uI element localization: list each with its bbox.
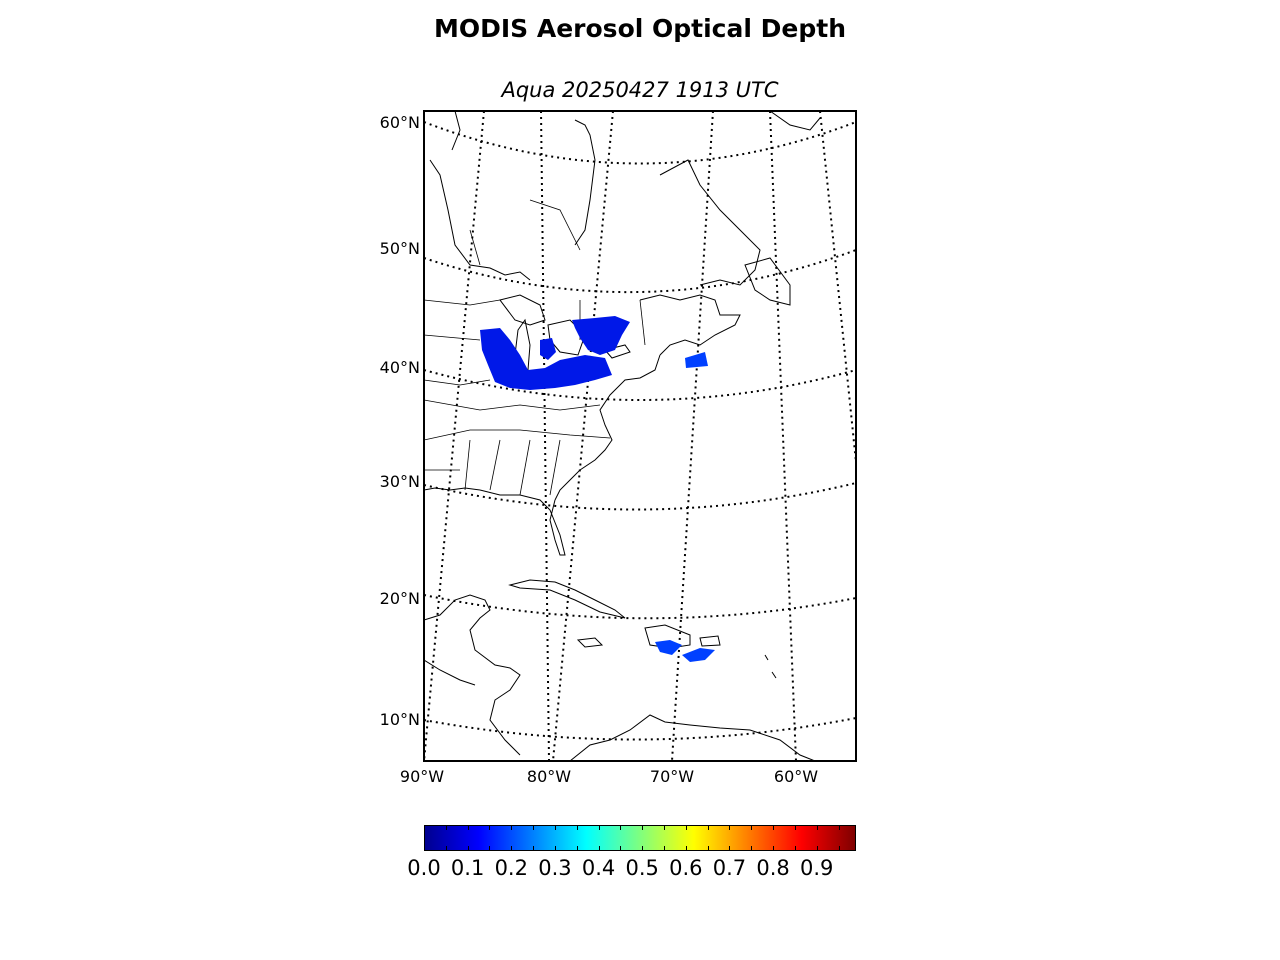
- colorbar-tick: [467, 826, 469, 830]
- colorbar-tick: [467, 846, 469, 850]
- colorbar-tick: [707, 846, 709, 850]
- colorbar-tick: [598, 846, 600, 850]
- lat-label-50n: 50°N: [379, 239, 420, 258]
- lat-label-30n: 30°N: [379, 472, 420, 491]
- lon-label-60w: 60°W: [773, 767, 819, 786]
- colorbar-tick: [489, 846, 491, 850]
- colorbar-label: 0.7: [712, 856, 747, 880]
- colorbar-tick: [794, 826, 796, 830]
- coastlines: [424, 111, 821, 761]
- aod-region-ontario-quebec: [572, 316, 630, 355]
- colorbar-tick: [576, 826, 578, 830]
- colorbar-tick: [838, 826, 840, 830]
- lat-label-10n: 10°N: [379, 710, 420, 729]
- colorbar-tick: [685, 846, 687, 850]
- colorbar-tick: [816, 826, 818, 830]
- graticule-parallels: [424, 121, 856, 741]
- aod-region-gulf-of-maine: [685, 352, 708, 368]
- aod-region-great-lakes: [480, 328, 612, 390]
- graticule-meridians: [424, 111, 856, 761]
- colorbar-tick: [598, 826, 600, 830]
- colorbar-tick: [642, 826, 644, 830]
- colorbar-tick: [489, 826, 491, 830]
- colorbar-tick: [685, 826, 687, 830]
- colorbar-label: 0.6: [669, 856, 703, 880]
- colorbar-label: 0.3: [538, 856, 572, 880]
- colorbar-tick: [838, 846, 840, 850]
- colorbar-tick: [751, 846, 753, 850]
- aod-map: [423, 110, 857, 762]
- colorbar-label: 0.0: [407, 856, 441, 880]
- aod-region-puerto-rico: [682, 648, 715, 662]
- colorbar-tick: [729, 826, 731, 830]
- aod-colorbar: [424, 825, 856, 851]
- colorbar-tick: [533, 846, 535, 850]
- colorbar-tick: [554, 826, 556, 830]
- colorbar-tick: [707, 826, 709, 830]
- aod-region-hispaniola: [655, 640, 682, 655]
- lon-label-90w: 90°W: [399, 767, 445, 786]
- lon-label-80w: 80°W: [526, 767, 572, 786]
- colorbar-label: 0.9: [800, 856, 834, 880]
- colorbar-label: 0.1: [450, 856, 485, 880]
- figure-title: MODIS Aerosol Optical Depth: [433, 14, 846, 43]
- colorbar-label: 0.5: [625, 856, 659, 880]
- colorbar-tick: [620, 846, 622, 850]
- colorbar-tick: [642, 846, 644, 850]
- colorbar-tick: [729, 846, 731, 850]
- colorbar-tick: [554, 846, 556, 850]
- colorbar-tick: [576, 846, 578, 850]
- colorbar-tick: [664, 846, 665, 850]
- colorbar-tick: [773, 846, 775, 850]
- aod-region-lower-michigan: [540, 338, 556, 360]
- colorbar-label: 0.2: [494, 856, 528, 880]
- colorbar-tick: [751, 826, 753, 830]
- colorbar-tick: [664, 826, 665, 830]
- colorbar-tick: [620, 826, 622, 830]
- colorbar-tick: [773, 826, 775, 830]
- map-frame: [423, 110, 857, 762]
- lat-label-40n: 40°N: [379, 358, 420, 377]
- colorbar-tick: [816, 846, 818, 850]
- lon-label-70w: 70°W: [649, 767, 695, 786]
- colorbar-tick: [445, 846, 447, 850]
- colorbar-label: 0.4: [581, 856, 616, 880]
- colorbar-tick: [794, 846, 796, 850]
- figure-subtitle: Aqua 20250427 1913 UTC: [501, 78, 779, 102]
- aod-data-layer: [480, 316, 715, 662]
- colorbar-tick: [511, 846, 513, 850]
- colorbar-tick: [511, 826, 513, 830]
- colorbar-tick: [445, 826, 447, 830]
- lat-label-60n: 60°N: [379, 113, 420, 132]
- lat-label-20n: 20°N: [379, 589, 420, 608]
- colorbar-tick: [533, 826, 535, 830]
- colorbar-label: 0.8: [756, 856, 790, 880]
